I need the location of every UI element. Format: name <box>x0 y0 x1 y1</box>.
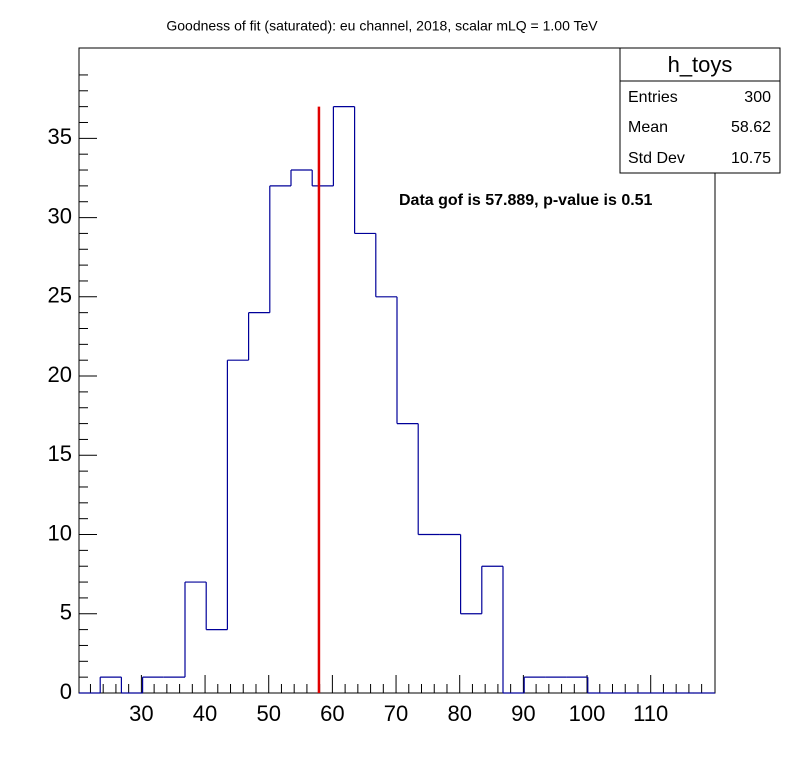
stats-value: 300 <box>744 89 771 106</box>
y-tick-label: 15 <box>48 441 72 466</box>
x-tick-label: 30 <box>129 701 153 726</box>
stats-box: h_toys Entries 300 Mean 58.62 Std Dev 10… <box>619 47 781 174</box>
stats-value: 58.62 <box>731 119 771 136</box>
y-tick-label: 25 <box>48 283 72 308</box>
stats-label: Std Dev <box>628 150 685 167</box>
chart-title: Goodness of fit (saturated): eu channel,… <box>166 18 598 34</box>
stats-label: Entries <box>628 89 678 106</box>
stats-frame <box>619 47 781 174</box>
y-tick-label: 30 <box>48 203 72 228</box>
y-tick-label: 10 <box>48 520 72 545</box>
plot-frame <box>78 47 716 694</box>
x-tick-label: 80 <box>447 701 471 726</box>
x-tick-label: 50 <box>256 701 280 726</box>
y-tick-label: 35 <box>48 124 72 149</box>
stats-label: Mean <box>628 119 668 136</box>
x-tick-label: 40 <box>193 701 217 726</box>
x-tick-label: 100 <box>569 701 606 726</box>
stats-value: 10.75 <box>731 150 771 167</box>
x-tick-label: 90 <box>511 701 535 726</box>
x-tick-label: 70 <box>384 701 408 726</box>
x-tick-label: 60 <box>320 701 344 726</box>
annotation: Data gof is 57.889, p-value is 0.51 <box>399 192 653 209</box>
y-tick-label: 5 <box>60 600 72 625</box>
y-tick-label: 0 <box>60 679 72 704</box>
stats-title: h_toys <box>668 52 733 77</box>
y-tick-label: 20 <box>48 362 72 387</box>
x-tick-label: 110 <box>633 701 668 726</box>
